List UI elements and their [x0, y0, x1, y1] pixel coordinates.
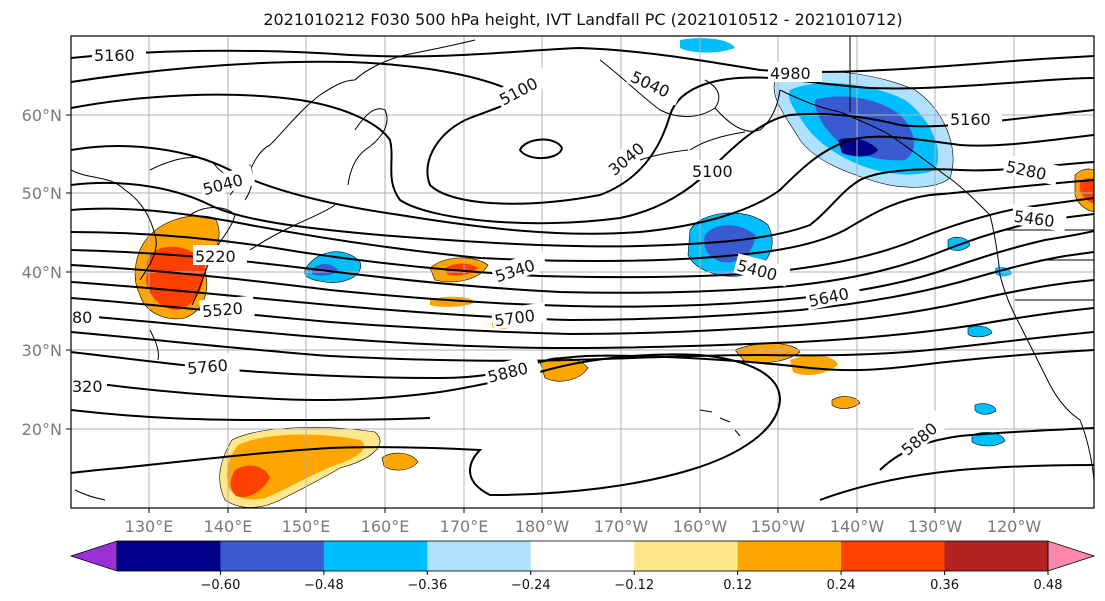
colorbar-tick-label: −0.24: [511, 578, 551, 593]
colorbar-tick-label: −0.36: [407, 578, 447, 593]
contour-label: 5220: [195, 247, 236, 266]
axis-ticks: [66, 114, 1015, 513]
contour-label: 5100: [692, 162, 733, 181]
contour-label: 5520: [201, 299, 243, 321]
colorbar-tick-label: −0.60: [201, 578, 241, 593]
lon-label: 150°W: [751, 517, 806, 536]
lat-label: 50°N: [22, 184, 62, 203]
colorbar-tick-label: 0.36: [930, 578, 959, 593]
contour-label: 5760: [186, 356, 228, 378]
colorbar-cell: [323, 541, 428, 571]
lon-label: 180°W: [515, 517, 570, 536]
colorbar-extend-left: [71, 541, 117, 571]
contour-label: 5160: [94, 46, 135, 65]
lon-label: 160°E: [361, 517, 410, 536]
colorbar-cell: [944, 541, 1049, 571]
lon-label: 140°E: [204, 517, 253, 536]
contour-label: 80: [72, 308, 92, 327]
lat-label: 30°N: [22, 341, 62, 360]
longitude-labels: 130°E 140°E 150°E 160°E 170°E 180°W 170°…: [125, 517, 1042, 536]
contour-label: 320: [72, 377, 103, 396]
colorbar-tick-label: 0.24: [827, 578, 856, 593]
contour-label: 5160: [950, 110, 991, 129]
colorbar-cell: [117, 541, 221, 571]
latitude-labels: 60°N 50°N 40°N 30°N 20°N: [22, 106, 62, 439]
colorbar-tick-label: 0.12: [723, 578, 752, 593]
map-title: 2021010212 F030 500 hPa height, IVT Land…: [263, 10, 902, 29]
lon-label: 130°E: [125, 517, 174, 536]
colorbar-cell: [841, 541, 946, 571]
contour-label: 4980: [770, 64, 811, 83]
colorbar-cell: [737, 541, 842, 571]
colorbar-cell: [634, 541, 739, 571]
lat-label: 20°N: [22, 420, 62, 439]
lon-label: 160°W: [673, 517, 728, 536]
lon-label: 140°W: [830, 517, 885, 536]
lon-label: 130°W: [908, 517, 963, 536]
colorbar-tick-label: −0.12: [614, 578, 654, 593]
lon-label: 150°E: [282, 517, 331, 536]
colorbar-tick-label: −0.48: [304, 578, 344, 593]
colorbar-cell: [427, 541, 532, 571]
lon-label: 120°W: [987, 517, 1042, 536]
lon-label: 170°W: [594, 517, 649, 536]
lat-label: 40°N: [22, 263, 62, 282]
colorbar-cell: [530, 541, 635, 571]
lat-label: 60°N: [22, 106, 62, 125]
map-area: 5160 5100 5040 4980 5160 5040 3040 5100 …: [71, 36, 1094, 508]
height-contours: [71, 46, 1094, 501]
colorbar-cell: [220, 541, 325, 571]
colorbar-extend-right: [1048, 541, 1094, 571]
lon-label: 170°E: [440, 517, 489, 536]
colorbar-tick-label: 0.48: [1034, 578, 1063, 593]
colorbar: −0.60 −0.48 −0.36 −0.24 −0.12 0.12 0.24 0.36 0.4…: [69, 540, 1096, 593]
